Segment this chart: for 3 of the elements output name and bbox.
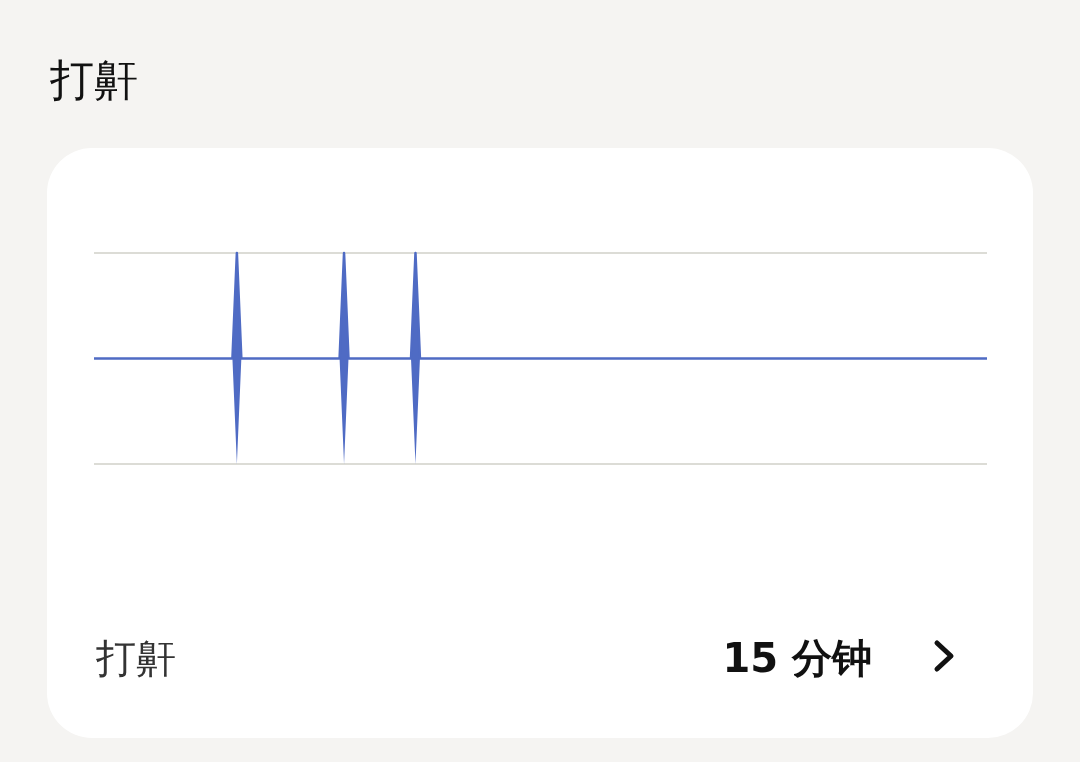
- title: 打鼾: [50, 54, 138, 105]
- annotation: 打鼾: [96, 635, 176, 681]
- annotation: 15 分钟: [722, 635, 872, 681]
